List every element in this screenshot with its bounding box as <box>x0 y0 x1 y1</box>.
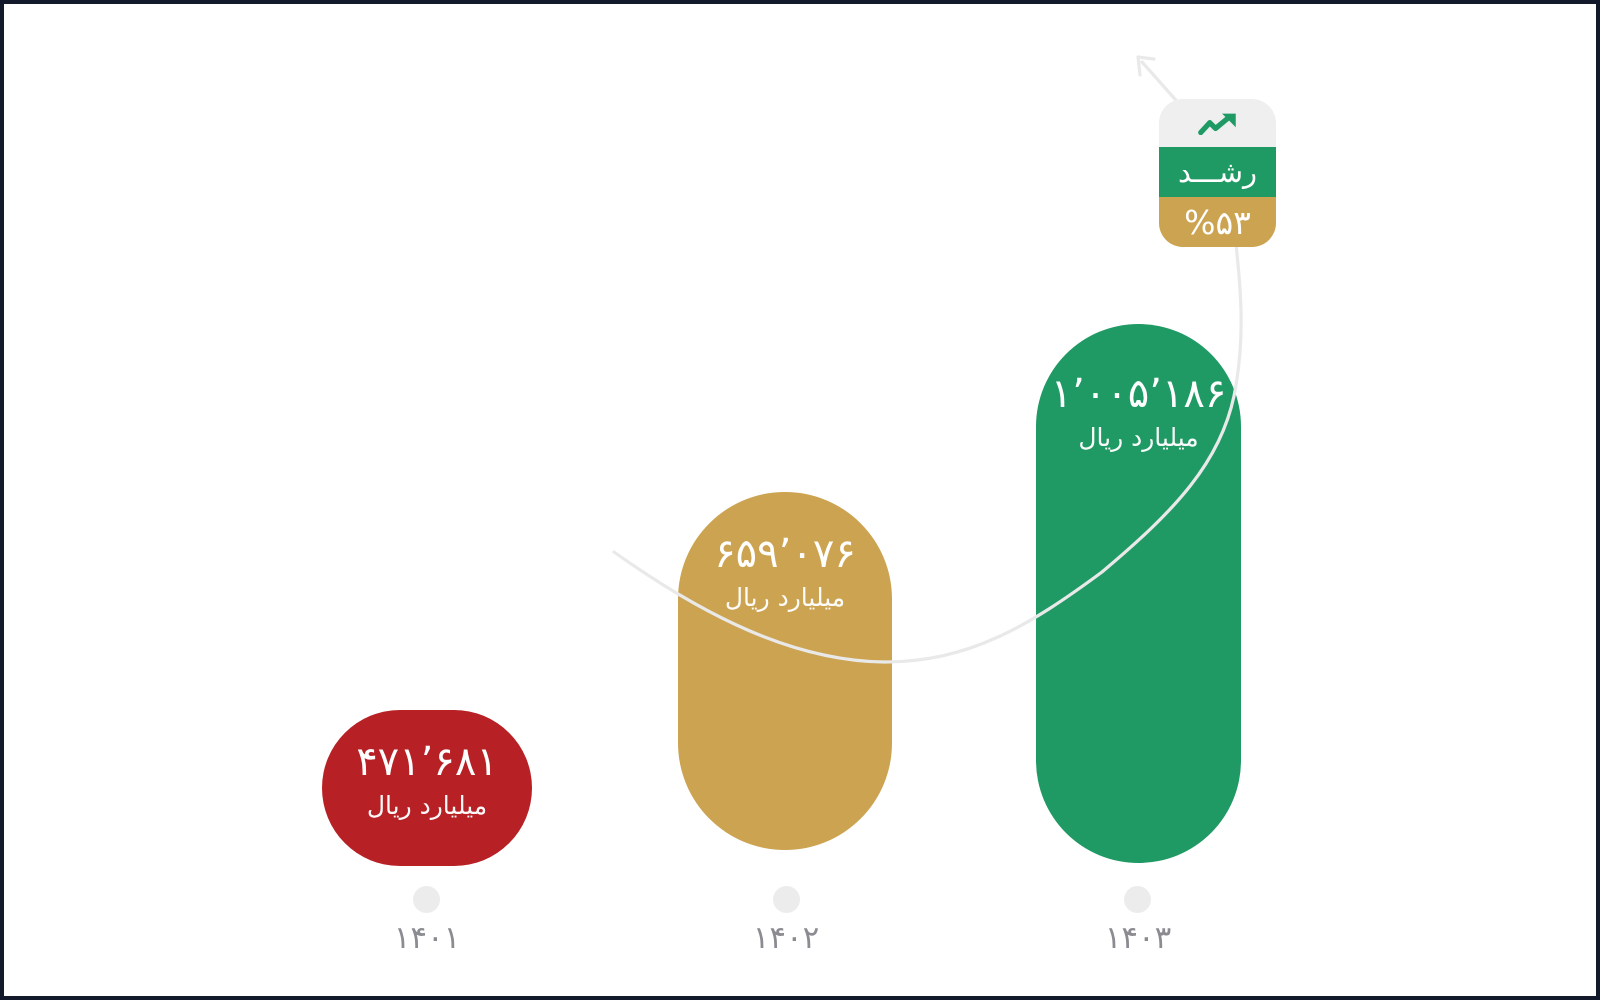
axis-dot-1401 <box>413 886 440 913</box>
bar-year-1402: ۶۵۹٬۰۷۶ میلیارد ریال <box>678 492 892 850</box>
growth-badge-percent: %۵۳ <box>1159 197 1276 247</box>
bar-value-1401: ۴۷۱٬۶۸۱ <box>356 739 498 785</box>
trending-up-icon <box>1197 113 1236 135</box>
bar-value-1403: ۱٬۰۰۵٬۱۸۶ <box>1050 371 1227 417</box>
bar-year-1403: ۱٬۰۰۵٬۱۸۶ میلیارد ریال <box>1036 324 1241 863</box>
year-label-1403: ۱۴۰۳ <box>1104 920 1172 956</box>
axis-dot-1402 <box>773 886 800 913</box>
growth-badge-icon-section <box>1159 99 1276 147</box>
growth-badge-label: رشـــد <box>1159 147 1276 197</box>
year-label-1401: ۱۴۰۱ <box>393 920 461 956</box>
bar-year-1401: ۴۷۱٬۶۸۱ میلیارد ریال <box>322 710 532 866</box>
growth-curve-arrowhead-icon <box>1136 55 1156 77</box>
bar-value-1402: ۶۵۹٬۰۷۶ <box>714 531 856 577</box>
year-label-1402: ۱۴۰۲ <box>752 920 820 956</box>
bar-unit-1403: میلیارد ریال <box>1078 423 1199 452</box>
growth-badge: رشـــد %۵۳ <box>1159 99 1276 247</box>
axis-dot-1403 <box>1124 886 1151 913</box>
bar-unit-1402: میلیارد ریال <box>724 583 846 612</box>
bar-unit-1401: میلیارد ریال <box>366 791 488 820</box>
